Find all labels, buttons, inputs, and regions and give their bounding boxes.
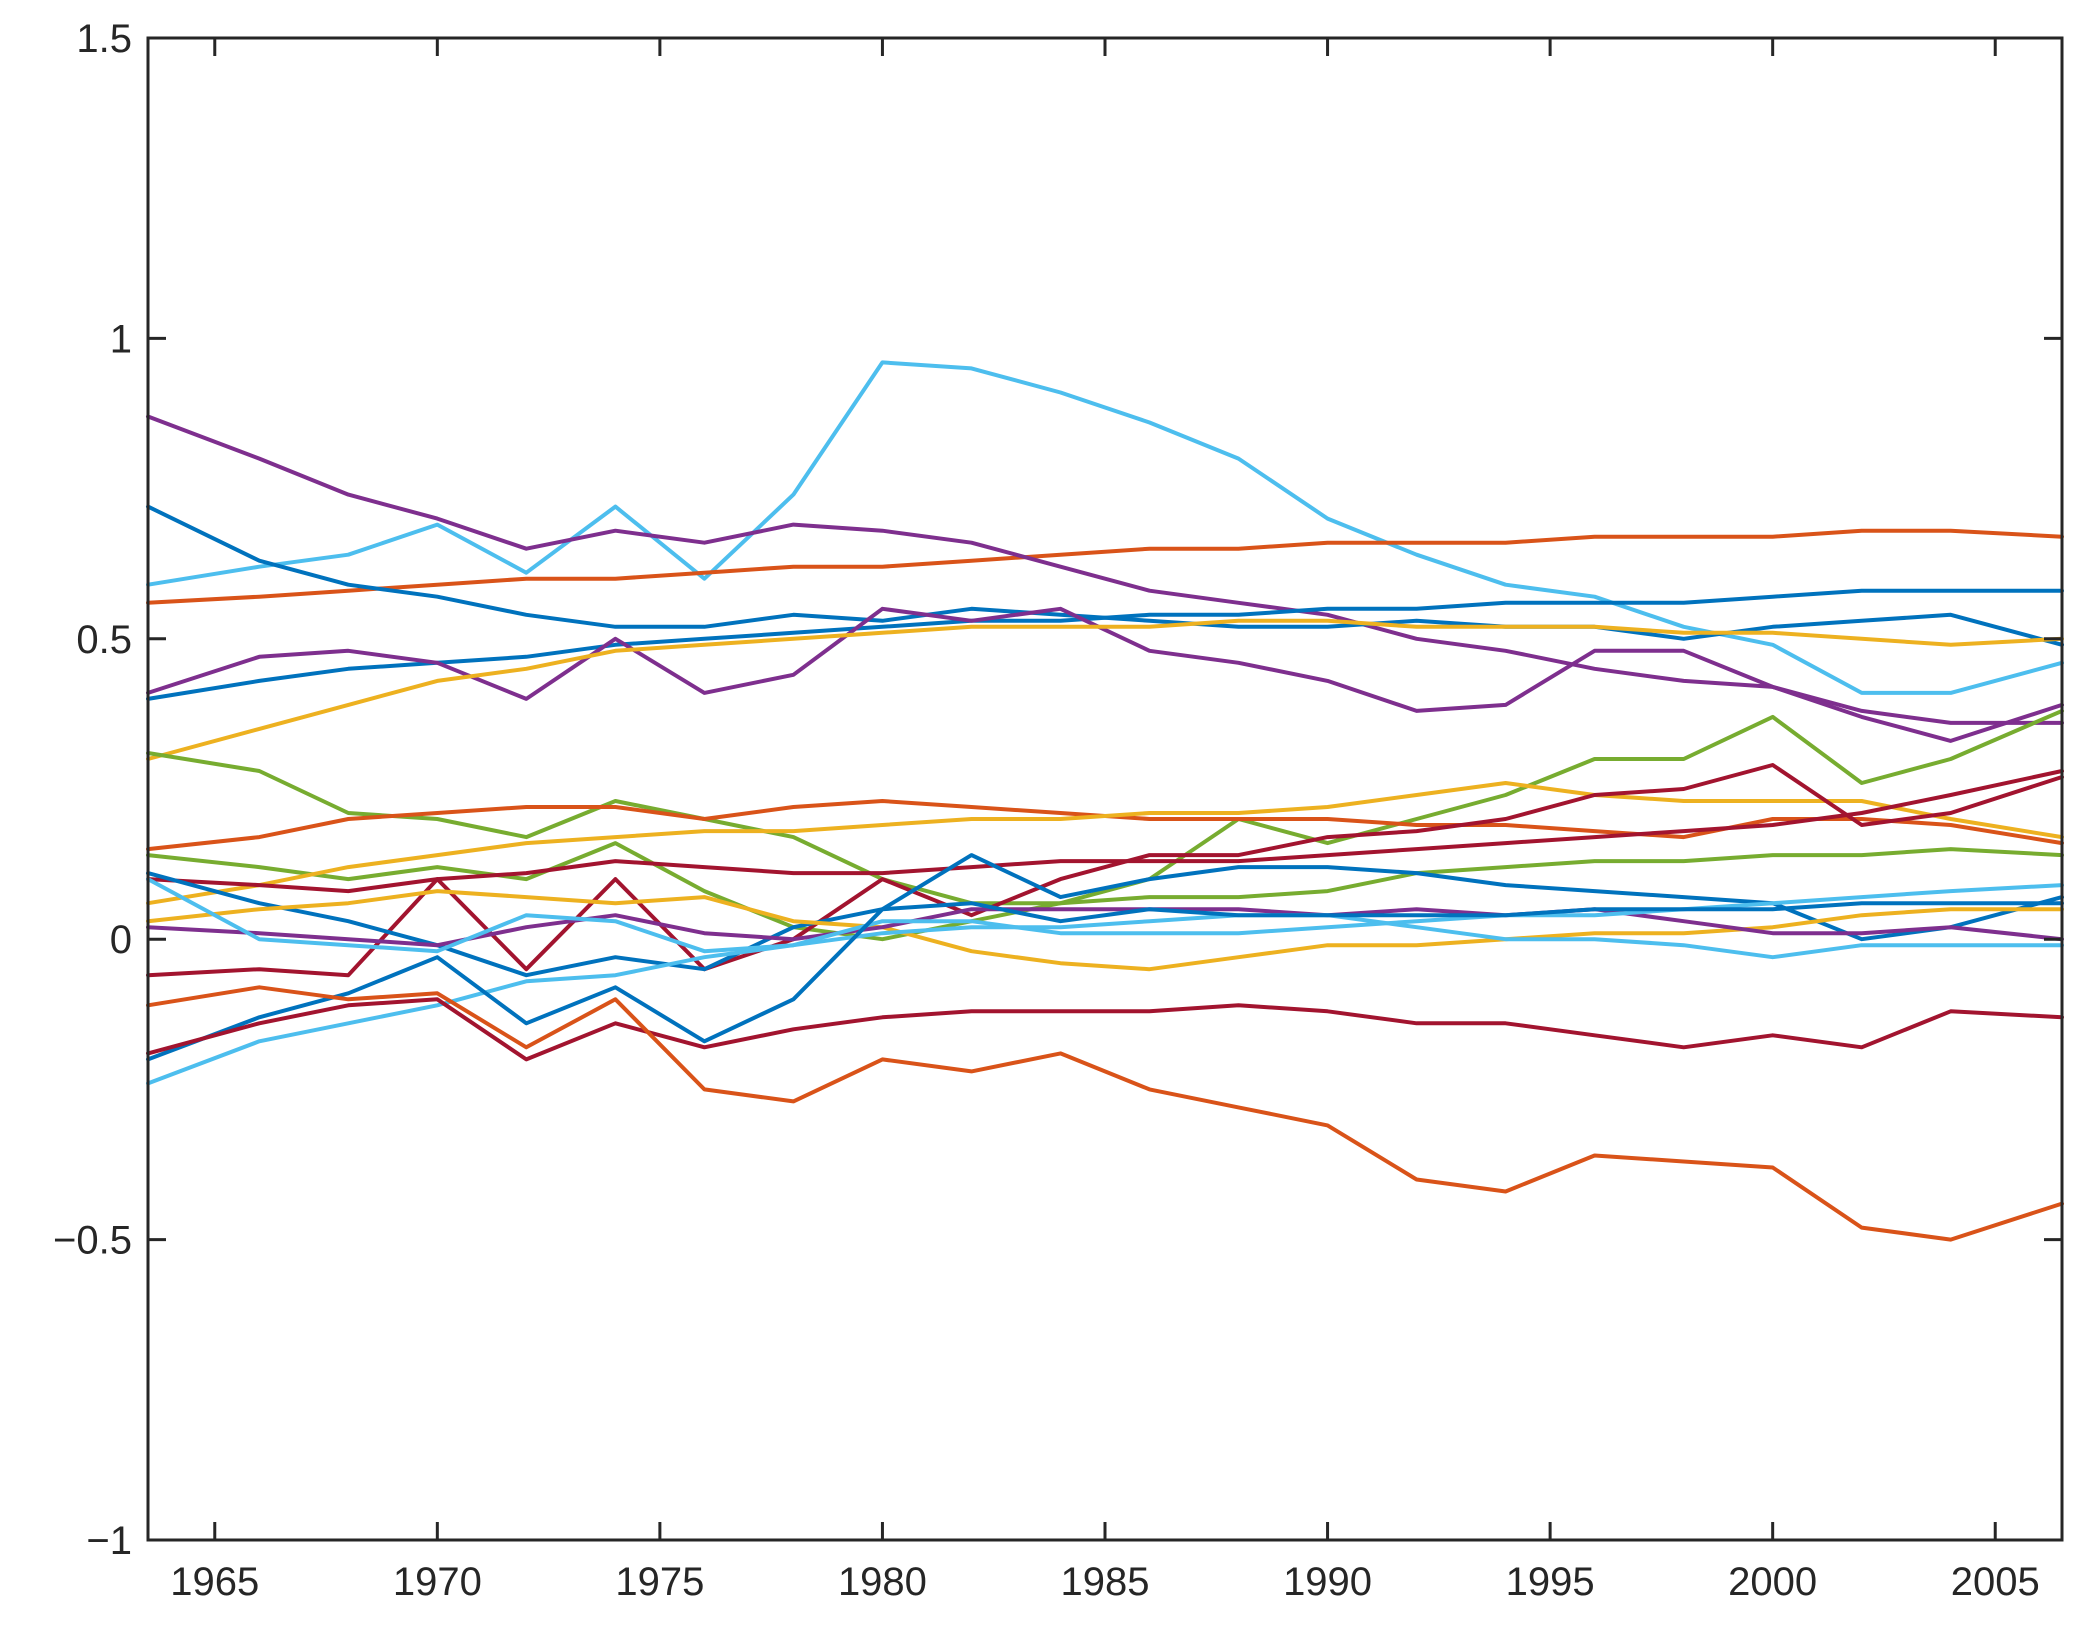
x-tick-label: 2000 [1728,1560,1817,1604]
series-line-14 [146,853,2064,978]
series-line-13 [146,763,2064,978]
series-line-15 [146,889,2064,972]
series-line-21 [146,985,2064,1242]
axes-box [146,36,2064,1542]
x-tick-label: 1995 [1506,1560,1595,1604]
x-tick-label: 1970 [393,1560,482,1604]
x-tick-label: 1990 [1283,1560,1372,1604]
series-line-17 [146,877,2064,954]
x-tick-label: 1965 [170,1560,259,1604]
series-line-12 [146,769,2064,894]
y-tick-label: −0.5 [53,1219,132,1263]
y-tick-label: 1 [110,317,132,361]
series-layer [146,360,2064,1242]
series-line-5 [146,588,2064,701]
series-line-7 [146,618,2064,761]
series-line-8 [146,751,2064,906]
series-line-9 [146,708,2064,942]
series-line-11 [146,781,2064,906]
x-tick-label: 1975 [615,1560,704,1604]
series-line-20 [146,997,2064,1062]
y-tick-label: 0 [110,918,132,962]
series-line-6 [146,606,2064,743]
x-tick-label: 2005 [1951,1560,2040,1604]
x-tick-label: 1980 [838,1560,927,1604]
x-tick-label: 1985 [1061,1560,1150,1604]
y-tick-label: −1 [86,1519,132,1563]
series-line-16 [146,907,2064,948]
series-line-3 [146,414,2064,725]
series-line-2 [146,528,2064,605]
series-line-18 [146,913,2064,1086]
y-tick-label: 0.5 [76,618,132,662]
series-line-19 [146,901,2064,1062]
series-line-1 [146,360,2064,695]
y-tick-label: 1.5 [76,17,132,61]
tick-layer: 1965 1970 1975 1980 1985 1990 1995 2000 2005 −1 −0… [53,17,2062,1604]
